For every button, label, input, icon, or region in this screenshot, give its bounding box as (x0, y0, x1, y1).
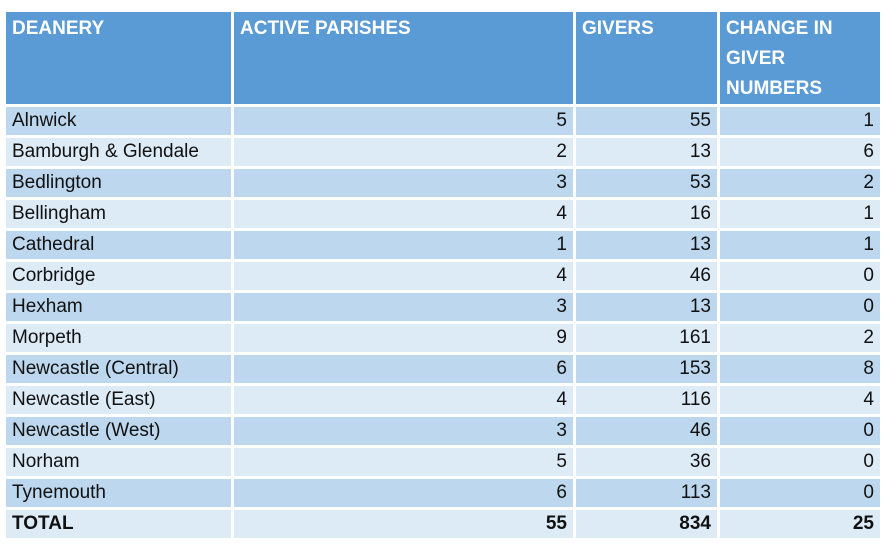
deanery-cell: Newcastle (East) (6, 386, 231, 414)
givers-cell: 116 (576, 386, 717, 414)
table-row: Newcastle (Central) 6 153 8 (6, 355, 880, 383)
change-cell: 0 (720, 448, 880, 476)
givers-cell: 113 (576, 479, 717, 507)
total-label: TOTAL (6, 510, 231, 538)
table-row: Bellingham 4 16 1 (6, 200, 880, 228)
header-givers: GIVERS (576, 12, 717, 104)
total-givers: 834 (576, 510, 717, 538)
table-row: Alnwick 5 55 1 (6, 107, 880, 135)
deanery-cell: Morpeth (6, 324, 231, 352)
givers-cell: 161 (576, 324, 717, 352)
change-cell: 1 (720, 200, 880, 228)
total-row: TOTAL 55 834 25 (6, 510, 880, 538)
table-row: Morpeth 9 161 2 (6, 324, 880, 352)
givers-cell: 13 (576, 293, 717, 321)
deanery-cell: Newcastle (Central) (6, 355, 231, 383)
change-cell: 8 (720, 355, 880, 383)
deanery-table: DEANERY ACTIVE PARISHES GIVERS CHANGE IN… (3, 9, 883, 541)
active-parishes-cell: 3 (234, 417, 573, 445)
table-row: Newcastle (West) 3 46 0 (6, 417, 880, 445)
givers-cell: 53 (576, 169, 717, 197)
change-cell: 0 (720, 262, 880, 290)
givers-cell: 16 (576, 200, 717, 228)
table-row: Corbridge 4 46 0 (6, 262, 880, 290)
header-change-in-giver-numbers: CHANGE IN GIVER NUMBERS (720, 12, 880, 104)
table-row: Bamburgh & Glendale 2 13 6 (6, 138, 880, 166)
deanery-cell: Alnwick (6, 107, 231, 135)
active-parishes-cell: 3 (234, 169, 573, 197)
change-cell: 6 (720, 138, 880, 166)
change-cell: 4 (720, 386, 880, 414)
change-cell: 0 (720, 293, 880, 321)
active-parishes-cell: 4 (234, 386, 573, 414)
givers-cell: 46 (576, 417, 717, 445)
active-parishes-cell: 5 (234, 448, 573, 476)
active-parishes-cell: 4 (234, 200, 573, 228)
deanery-cell: Bellingham (6, 200, 231, 228)
givers-cell: 13 (576, 231, 717, 259)
deanery-cell: Tynemouth (6, 479, 231, 507)
table-row: Bedlington 3 53 2 (6, 169, 880, 197)
givers-cell: 46 (576, 262, 717, 290)
table-row: Tynemouth 6 113 0 (6, 479, 880, 507)
deanery-cell: Bamburgh & Glendale (6, 138, 231, 166)
total-active-parishes: 55 (234, 510, 573, 538)
deanery-cell: Norham (6, 448, 231, 476)
header-row: DEANERY ACTIVE PARISHES GIVERS CHANGE IN… (6, 12, 880, 104)
givers-cell: 13 (576, 138, 717, 166)
active-parishes-cell: 9 (234, 324, 573, 352)
active-parishes-cell: 6 (234, 355, 573, 383)
change-cell: 1 (720, 231, 880, 259)
header-deanery: DEANERY (6, 12, 231, 104)
active-parishes-cell: 2 (234, 138, 573, 166)
deanery-cell: Bedlington (6, 169, 231, 197)
table-row: Hexham 3 13 0 (6, 293, 880, 321)
active-parishes-cell: 3 (234, 293, 573, 321)
total-change: 25 (720, 510, 880, 538)
active-parishes-cell: 6 (234, 479, 573, 507)
table-row: Cathedral 1 13 1 (6, 231, 880, 259)
table-row: Newcastle (East) 4 116 4 (6, 386, 880, 414)
deanery-cell: Corbridge (6, 262, 231, 290)
deanery-cell: Hexham (6, 293, 231, 321)
deanery-cell: Newcastle (West) (6, 417, 231, 445)
givers-cell: 153 (576, 355, 717, 383)
deanery-table-container: DEANERY ACTIVE PARISHES GIVERS CHANGE IN… (3, 9, 883, 541)
change-cell: 0 (720, 479, 880, 507)
change-cell: 1 (720, 107, 880, 135)
deanery-cell: Cathedral (6, 231, 231, 259)
header-active-parishes: ACTIVE PARISHES (234, 12, 573, 104)
givers-cell: 55 (576, 107, 717, 135)
change-cell: 0 (720, 417, 880, 445)
givers-cell: 36 (576, 448, 717, 476)
active-parishes-cell: 5 (234, 107, 573, 135)
active-parishes-cell: 1 (234, 231, 573, 259)
active-parishes-cell: 4 (234, 262, 573, 290)
table-row: Norham 5 36 0 (6, 448, 880, 476)
change-cell: 2 (720, 169, 880, 197)
change-cell: 2 (720, 324, 880, 352)
